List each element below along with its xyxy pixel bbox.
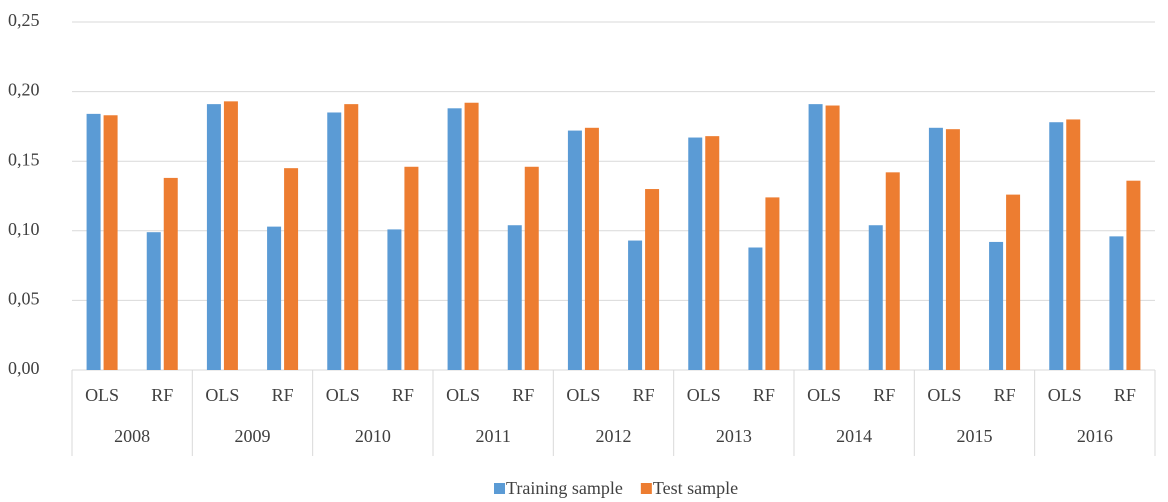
group-label: 2016 xyxy=(1077,426,1113,446)
group-label: 2009 xyxy=(235,426,271,446)
x-tick-label: OLS xyxy=(807,385,841,405)
bar xyxy=(1049,122,1064,370)
legend-label: Test sample xyxy=(653,478,738,498)
bar xyxy=(267,226,282,370)
bar xyxy=(748,247,763,370)
x-tick-label: OLS xyxy=(927,385,961,405)
x-tick-label: RF xyxy=(994,385,1016,405)
bar xyxy=(163,177,178,370)
x-tick-label: OLS xyxy=(326,385,360,405)
group-label: 2014 xyxy=(836,426,872,446)
group-label: 2011 xyxy=(475,426,510,446)
x-tick-label: RF xyxy=(151,385,173,405)
bar xyxy=(1109,236,1124,370)
bar xyxy=(447,108,462,370)
bar xyxy=(1126,180,1141,370)
bar xyxy=(808,104,823,371)
bar xyxy=(327,112,342,370)
bar xyxy=(705,136,720,370)
bar xyxy=(86,113,101,370)
bar xyxy=(825,105,840,371)
bar xyxy=(1006,194,1021,370)
x-tick-label: RF xyxy=(392,385,414,405)
group-label: 2008 xyxy=(114,426,150,446)
x-tick-label: OLS xyxy=(85,385,119,405)
x-tick-label: RF xyxy=(873,385,895,405)
y-tick-label: 0,25 xyxy=(8,10,40,30)
bar xyxy=(765,197,780,370)
group-label: 2013 xyxy=(716,426,752,446)
bar xyxy=(945,129,960,370)
bar xyxy=(628,240,643,370)
y-tick-label: 0,10 xyxy=(8,219,40,239)
x-tick-label: RF xyxy=(633,385,655,405)
bar xyxy=(1066,119,1081,370)
bar xyxy=(284,168,299,370)
y-tick-label: 0,15 xyxy=(8,149,40,169)
bar xyxy=(989,241,1004,370)
x-tick-label: OLS xyxy=(566,385,600,405)
x-tick-label: RF xyxy=(753,385,775,405)
x-tick-label: OLS xyxy=(687,385,721,405)
x-tick-label: OLS xyxy=(205,385,239,405)
bar xyxy=(524,166,539,370)
bar xyxy=(387,229,402,370)
bar xyxy=(103,115,118,370)
bar xyxy=(885,172,900,370)
y-tick-label: 0,20 xyxy=(8,80,40,100)
bar xyxy=(928,127,943,371)
bar xyxy=(567,130,582,370)
x-tick-label: OLS xyxy=(446,385,480,405)
bar xyxy=(223,101,238,371)
x-tick-label: OLS xyxy=(1048,385,1082,405)
bar xyxy=(868,225,883,370)
legend-swatch xyxy=(640,483,652,494)
x-tick-label: RF xyxy=(1114,385,1136,405)
bar xyxy=(645,189,660,370)
bar xyxy=(404,166,419,370)
x-tick-label: RF xyxy=(512,385,534,405)
x-tick-label: RF xyxy=(272,385,294,405)
bar xyxy=(688,137,703,370)
bar xyxy=(507,225,522,370)
legend-label: Training sample xyxy=(506,478,623,498)
group-label: 2015 xyxy=(957,426,993,446)
bar xyxy=(464,102,479,371)
y-tick-label: 0,05 xyxy=(8,289,40,309)
bar xyxy=(344,104,359,371)
bar xyxy=(584,127,599,371)
bar xyxy=(146,232,161,370)
legend-swatch xyxy=(494,483,505,494)
y-tick-label: 0,00 xyxy=(8,358,40,378)
group-label: 2010 xyxy=(355,426,391,446)
group-label: 2012 xyxy=(596,426,632,446)
bar xyxy=(206,104,221,371)
